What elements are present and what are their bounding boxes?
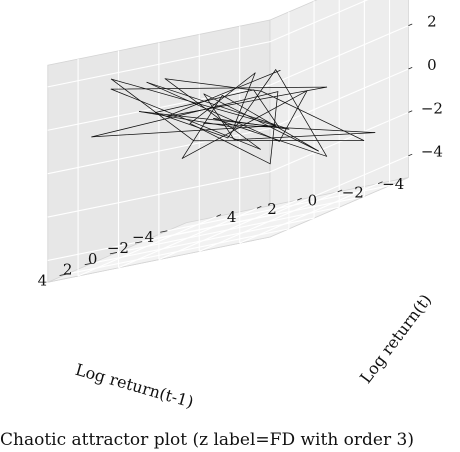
trajectory-segment (91, 91, 279, 138)
grid-line (47, 171, 271, 218)
y-tick-mark (135, 241, 143, 244)
y-tick-mark (84, 262, 92, 266)
grid-line (91, 217, 315, 264)
x-axis-label: Log return(t-1) (73, 360, 195, 412)
z-tick-label: −2 (421, 99, 443, 117)
trajectory-segment (110, 78, 194, 142)
trajectory-series (91, 69, 376, 165)
trajectory-segment (221, 94, 319, 152)
grid-line (269, 68, 409, 130)
y-tick-mark (59, 273, 67, 276)
y-tick-label: 4 (38, 271, 48, 289)
x-tick-label: 4 (227, 208, 237, 226)
trajectory-segment (166, 86, 328, 117)
z-tick-label: 2 (427, 13, 437, 31)
x-tick-label: 2 (267, 200, 277, 218)
z-tick-mark (408, 67, 413, 70)
z-tick-mark (408, 23, 413, 26)
trajectory-segment (203, 123, 376, 133)
trajectory-segment (110, 86, 328, 90)
grid-line (167, 185, 390, 232)
trajectory-segment (189, 72, 256, 124)
trajectory-segment (146, 81, 280, 142)
x-tick-label: −2 (342, 183, 364, 201)
trajectory-segment (166, 70, 281, 117)
trajectory-segment (275, 69, 328, 157)
trajectory-segment (138, 111, 235, 128)
z-tick-label: −4 (421, 143, 443, 161)
trajectory-segment (110, 78, 276, 126)
trajectory-segment (181, 94, 223, 159)
trajectory-segment (189, 123, 271, 165)
grid-line (47, 41, 271, 88)
axes-panes (47, 0, 409, 283)
y-axis-label: Log return(t) (356, 291, 435, 387)
trajectory-segment (227, 69, 277, 139)
grid-line (47, 84, 271, 131)
trajectory-segment (278, 90, 308, 142)
grid-line (269, 111, 409, 173)
x-tick-label: 0 (308, 192, 318, 210)
trajectory-segment (233, 72, 256, 128)
trajectory-segment (146, 81, 290, 130)
trajectory-segment (233, 132, 376, 141)
y-tick-label: 2 (63, 261, 73, 279)
grid-line (269, 155, 409, 216)
trajectory-segment (260, 90, 365, 141)
grid-line (269, 25, 409, 86)
grid-line (47, 214, 271, 262)
z-tick-label: 0 (427, 56, 437, 74)
trajectory-segment (181, 90, 308, 159)
grid-line (269, 0, 369, 43)
z-tick-mark (408, 153, 413, 157)
trajectory-segment (155, 112, 229, 139)
trajectory-segment (203, 93, 235, 141)
grid-line (66, 228, 289, 275)
trajectory-segment (253, 89, 280, 128)
y-tick-mark (160, 230, 168, 233)
y-tick-label: −4 (132, 228, 154, 246)
y-tick-label: −2 (107, 239, 129, 257)
trajectory-segment (203, 93, 319, 152)
x-tick-mark (216, 214, 222, 217)
trajectory-segment (164, 78, 261, 150)
grid-line (116, 206, 340, 253)
x-tick-mark (297, 197, 302, 201)
trajectory-segment (164, 78, 262, 92)
x-tick-mark (377, 181, 383, 185)
trajectory-segment (91, 125, 276, 138)
grid-line (47, 127, 271, 175)
y-tick-mark (109, 252, 118, 255)
figure-caption: Chaotic attractor plot (z label=FD with … (0, 430, 414, 450)
grid-lines (47, 0, 409, 277)
z-tick-mark (408, 110, 413, 113)
y-tick-label: 0 (88, 250, 98, 268)
x-tick-label: −4 (382, 175, 404, 193)
x-tick-mark (256, 206, 262, 209)
trajectory-segment (269, 91, 279, 165)
x-tick-mark (337, 189, 343, 193)
